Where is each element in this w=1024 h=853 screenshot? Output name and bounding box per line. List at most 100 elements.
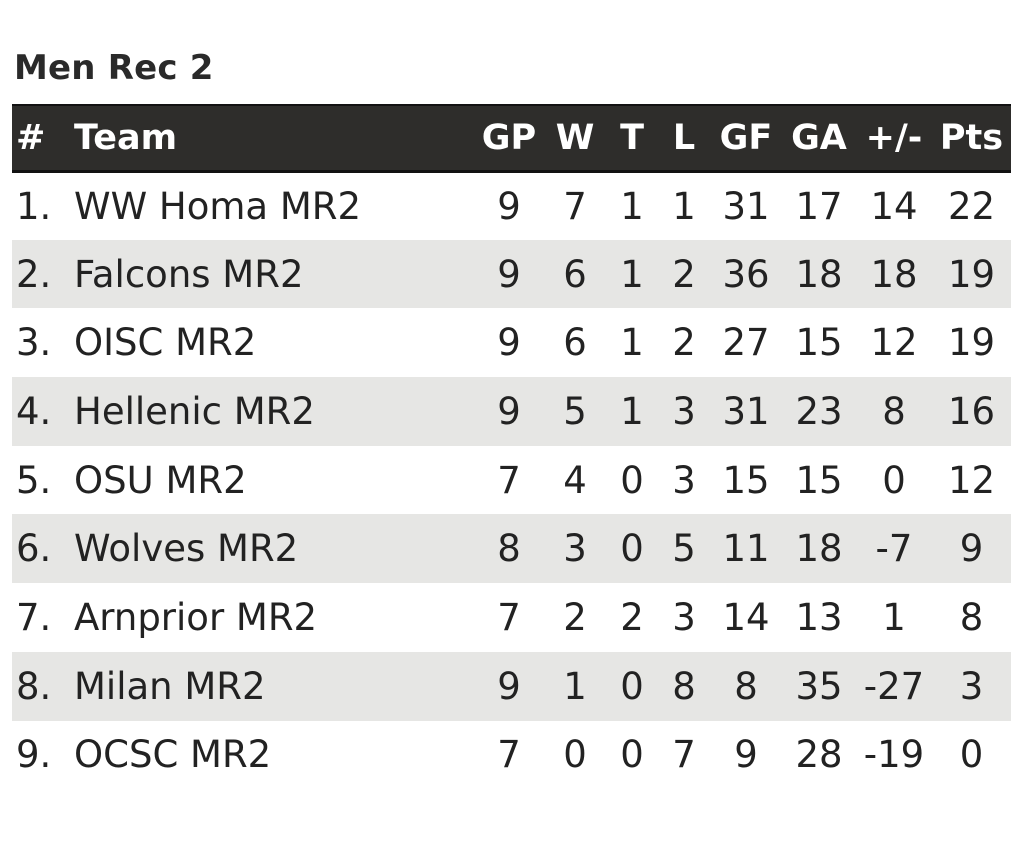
header-gp: GP bbox=[474, 104, 544, 173]
cell-ga: 35 bbox=[795, 664, 843, 708]
cell-pts: 8 bbox=[959, 595, 984, 639]
cell-diff: 18 bbox=[870, 252, 918, 296]
header-row: # Team GP W T L GF GA +/- Pts bbox=[12, 104, 1011, 173]
cell-gf: 31 bbox=[722, 184, 770, 228]
cell-w: 5 bbox=[563, 389, 587, 433]
cell-gf: 27 bbox=[722, 321, 770, 365]
table-row: 5. OSU MR2 7 4 0 3 15 15 0 12 bbox=[12, 446, 1011, 515]
cell-rank: 4. bbox=[16, 389, 52, 433]
cell-w: 0 bbox=[563, 733, 587, 777]
cell-team: Arnprior MR2 bbox=[74, 595, 318, 639]
cell-rank: 6. bbox=[16, 527, 52, 571]
standings-body: 1. WW Homa MR2 9 7 1 1 31 17 14 22 2. Falcons MR2 9 6… bbox=[12, 171, 1011, 789]
cell-gf: 9 bbox=[734, 733, 758, 777]
cell-l: 1 bbox=[672, 184, 696, 228]
cell-l: 3 bbox=[672, 595, 696, 639]
cell-pts: 0 bbox=[959, 733, 984, 777]
cell-diff: -7 bbox=[875, 527, 913, 571]
cell-rank: 5. bbox=[16, 458, 52, 502]
cell-team: Falcons MR2 bbox=[74, 252, 304, 296]
cell-gp: 7 bbox=[497, 733, 521, 777]
cell-gp: 9 bbox=[497, 389, 521, 433]
cell-l: 5 bbox=[672, 527, 696, 571]
cell-ga: 13 bbox=[795, 595, 843, 639]
header-ga: GA bbox=[782, 104, 856, 173]
header-gf: GF bbox=[710, 104, 782, 173]
cell-pts: 3 bbox=[959, 664, 984, 708]
cell-diff: 14 bbox=[870, 184, 918, 228]
cell-w: 6 bbox=[563, 252, 587, 296]
table-row: 8. Milan MR2 9 1 0 8 8 35 -27 3 bbox=[12, 651, 1011, 721]
cell-gf: 31 bbox=[722, 389, 770, 433]
cell-l: 8 bbox=[672, 664, 696, 708]
cell-gf: 15 bbox=[722, 458, 770, 502]
cell-diff: -19 bbox=[863, 733, 925, 777]
cell-t: 1 bbox=[620, 252, 644, 296]
cell-l: 2 bbox=[672, 252, 696, 296]
cell-ga: 15 bbox=[795, 321, 843, 365]
table-row: 1. WW Homa MR2 9 7 1 1 31 17 14 22 bbox=[12, 171, 1011, 240]
cell-rank: 2. bbox=[16, 252, 52, 296]
table-row: 3. OISC MR2 9 6 1 2 27 15 12 19 bbox=[12, 308, 1011, 377]
cell-w: 1 bbox=[563, 664, 587, 708]
cell-t: 2 bbox=[620, 595, 644, 639]
cell-t: 1 bbox=[620, 321, 644, 365]
cell-team: OISC MR2 bbox=[74, 321, 257, 365]
cell-gp: 7 bbox=[497, 595, 521, 639]
cell-ga: 18 bbox=[795, 527, 843, 571]
cell-gp: 9 bbox=[497, 664, 521, 708]
header-diff: +/- bbox=[856, 104, 932, 173]
header-l: L bbox=[658, 104, 710, 173]
header-t: T bbox=[606, 104, 658, 173]
cell-team: WW Homa MR2 bbox=[74, 184, 362, 228]
cell-w: 2 bbox=[563, 595, 587, 639]
cell-diff: 0 bbox=[882, 458, 906, 502]
cell-gp: 8 bbox=[497, 527, 521, 571]
cell-ga: 18 bbox=[795, 252, 843, 296]
cell-l: 2 bbox=[672, 321, 696, 365]
header-pts: Pts bbox=[932, 104, 1011, 173]
cell-team: Milan MR2 bbox=[74, 664, 266, 708]
cell-gp: 9 bbox=[497, 321, 521, 365]
cell-l: 7 bbox=[672, 733, 696, 777]
cell-diff: 1 bbox=[882, 595, 906, 639]
cell-pts: 9 bbox=[959, 527, 984, 571]
cell-gp: 7 bbox=[497, 458, 521, 502]
cell-t: 1 bbox=[620, 389, 644, 433]
table-row: 6. Wolves MR2 8 3 0 5 11 18 -7 9 bbox=[12, 514, 1011, 584]
cell-gf: 14 bbox=[722, 595, 770, 639]
cell-w: 3 bbox=[563, 527, 587, 571]
cell-w: 6 bbox=[563, 321, 587, 365]
table-row: 9. OCSC MR2 7 0 0 7 9 28 -19 0 bbox=[12, 721, 1011, 790]
cell-w: 7 bbox=[563, 184, 587, 228]
header-w: W bbox=[544, 104, 606, 173]
cell-team: OSU MR2 bbox=[74, 458, 247, 502]
table-row: 2. Falcons MR2 9 6 1 2 36 18 18 19 bbox=[12, 239, 1011, 309]
cell-w: 4 bbox=[563, 458, 587, 502]
cell-t: 0 bbox=[620, 458, 644, 502]
header-team: Team bbox=[74, 104, 474, 173]
cell-ga: 28 bbox=[795, 733, 843, 777]
cell-ga: 15 bbox=[795, 458, 843, 502]
table-row: 7. Arnprior MR2 7 2 2 3 14 13 1 8 bbox=[12, 583, 1011, 652]
cell-rank: 1. bbox=[16, 184, 52, 228]
cell-l: 3 bbox=[672, 389, 696, 433]
cell-ga: 17 bbox=[795, 184, 843, 228]
cell-rank: 3. bbox=[16, 321, 52, 365]
cell-team: OCSC MR2 bbox=[74, 733, 272, 777]
cell-team: Wolves MR2 bbox=[74, 527, 299, 571]
cell-t: 0 bbox=[620, 527, 644, 571]
standings-table: # Team GP W T L GF GA +/- Pts 1. WW Homa … bbox=[12, 104, 1011, 789]
cell-ga: 23 bbox=[795, 389, 843, 433]
cell-gf: 11 bbox=[722, 527, 770, 571]
cell-gf: 36 bbox=[722, 252, 770, 296]
cell-rank: 8. bbox=[16, 664, 52, 708]
cell-t: 1 bbox=[620, 184, 644, 228]
page-title: Men Rec 2 bbox=[14, 48, 214, 88]
cell-gp: 9 bbox=[497, 252, 521, 296]
table-row: 4. Hellenic MR2 9 5 1 3 31 23 8 16 bbox=[12, 377, 1011, 446]
cell-pts: 19 bbox=[947, 321, 996, 365]
cell-l: 3 bbox=[672, 458, 696, 502]
cell-t: 0 bbox=[620, 664, 644, 708]
cell-diff: 12 bbox=[870, 321, 918, 365]
